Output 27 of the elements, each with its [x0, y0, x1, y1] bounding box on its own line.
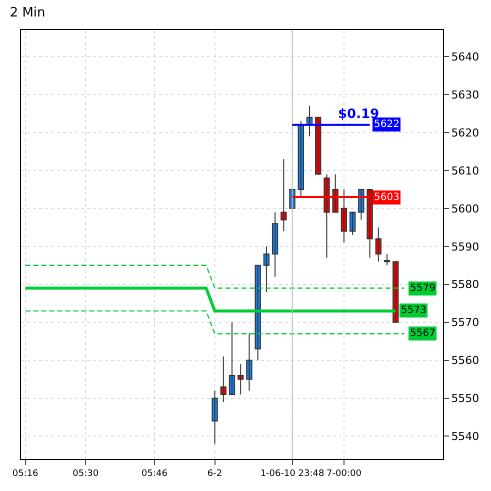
x-tick-label: 1-06-10 23:48: [260, 468, 325, 479]
ref-line-label: 5622: [374, 119, 400, 130]
y-tick-label: 5600: [451, 202, 480, 216]
y-tick-label: 5560: [451, 354, 480, 368]
y-tick-label: 5590: [451, 240, 480, 254]
data-label: 5567: [410, 328, 436, 339]
y-tick-label: 5620: [451, 126, 480, 140]
y-tick-label: 5630: [451, 88, 480, 102]
y-tick-label: 5540: [451, 430, 480, 444]
candlestick: [280, 158, 287, 232]
y-tick-label: 5570: [451, 316, 480, 330]
candlestick: [315, 116, 322, 175]
chart-title: 2 Min: [10, 5, 46, 20]
data-label: 5573: [401, 305, 426, 316]
ref-line-label: 5603: [374, 192, 400, 203]
y-tick-label: 5610: [451, 164, 480, 178]
y-tick-label: 5640: [451, 50, 480, 64]
x-tick-label: 05:30: [72, 468, 99, 479]
candlestick: [246, 333, 252, 392]
y-tick-label: 5580: [451, 278, 480, 292]
data-label: 5579: [410, 283, 436, 294]
x-tick-label: 05:16: [12, 468, 39, 479]
y-tick-label: 5550: [451, 392, 480, 406]
x-tick-label: 6-2: [207, 468, 222, 479]
x-tick-label: 7-00:00: [326, 468, 362, 479]
x-tick-label: 05:46: [142, 468, 168, 479]
candlestick: [392, 261, 399, 323]
